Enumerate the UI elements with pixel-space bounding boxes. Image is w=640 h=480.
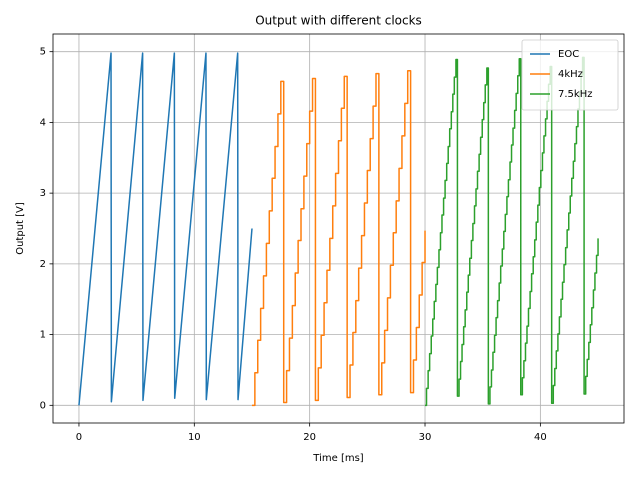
legend-label: 4kHz (558, 69, 583, 80)
series-line (78, 52, 253, 406)
chart-title: Output with different clocks (255, 14, 422, 28)
x-tick-label: 20 (303, 432, 316, 443)
legend-label: EOC (558, 49, 579, 60)
y-axis-label: Output [V] (15, 202, 26, 255)
plot-lines (78, 52, 599, 407)
x-axis-label: Time [ms] (312, 453, 364, 464)
x-tick-label: 10 (188, 432, 201, 443)
ticks: 0 10 20 30 40 0 1 2 3 4 5 (40, 47, 547, 443)
y-tick-label: 2 (40, 259, 46, 270)
axes-frame (52, 33, 625, 424)
x-tick-label: 30 (419, 432, 432, 443)
y-tick-label: 4 (40, 117, 46, 128)
series-line (425, 56, 599, 407)
y-tick-label: 0 (40, 400, 46, 411)
x-tick-label: 40 (534, 432, 547, 443)
legend-label: 7.5kHz (558, 89, 592, 100)
y-tick-label: 3 (40, 188, 46, 199)
legend: EOC 4kHz 7.5kHz (521, 39, 619, 111)
legend-box (521, 39, 619, 111)
series-line (251, 70, 426, 407)
y-tick-label: 1 (40, 330, 46, 341)
y-tick-label: 5 (40, 47, 46, 58)
x-tick-label: 0 (76, 432, 82, 443)
